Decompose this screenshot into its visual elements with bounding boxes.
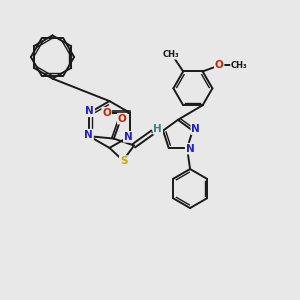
- Text: N: N: [84, 130, 93, 140]
- Text: S: S: [120, 156, 127, 166]
- Text: O: O: [118, 114, 127, 124]
- Text: O: O: [102, 108, 111, 118]
- Text: H: H: [153, 124, 162, 134]
- Text: N: N: [124, 132, 133, 142]
- Text: O: O: [215, 60, 224, 70]
- Text: N: N: [186, 144, 194, 154]
- Text: CH₃: CH₃: [231, 61, 247, 70]
- Text: N: N: [191, 124, 200, 134]
- Text: N: N: [85, 106, 94, 116]
- Text: CH₃: CH₃: [163, 50, 179, 59]
